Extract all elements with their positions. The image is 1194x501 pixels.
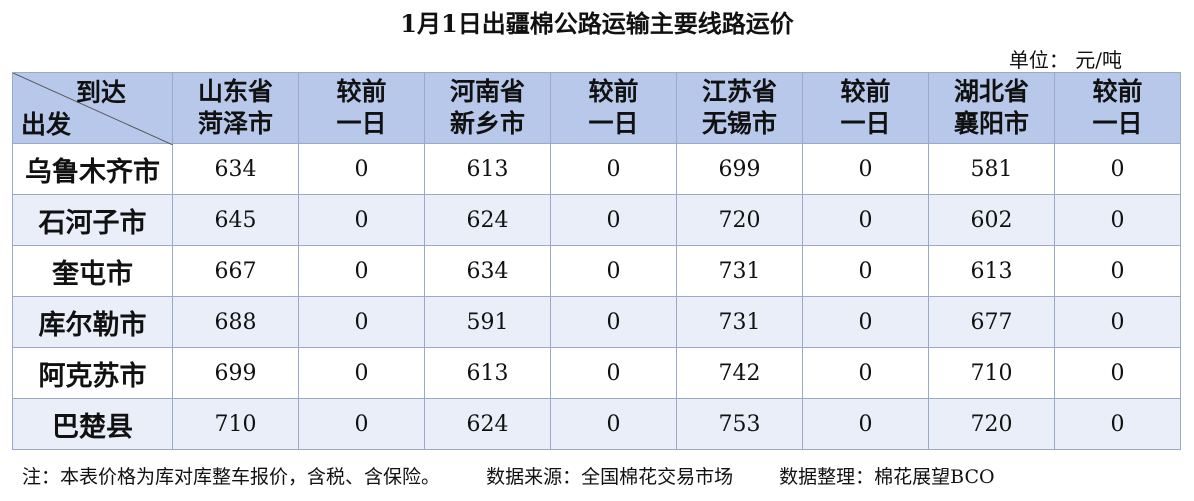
price-cell: 0 [550, 245, 677, 297]
price-table: 到达 出发 山东省 菏泽市 较前 一日 河南省 新乡市 较前 一日 江苏省 无锡市 较前 一日 湖北省襄… [12, 72, 1181, 450]
column-header-line: 山东省 [197, 77, 273, 106]
title: 1月1日出疆棉公路运输主要线路运价 [400, 9, 794, 38]
table-row: 奎屯市 667 0 634 0 731 0 613 0 [12, 245, 1181, 297]
price-cell: 699 [172, 347, 299, 399]
table-row: 乌鲁木齐市 634 0 613 0 699 0 581 0 [12, 143, 1181, 195]
price-cell: 624 [424, 398, 551, 450]
price-cell: 0 [298, 398, 425, 450]
column-header-line: 较前 [840, 77, 891, 106]
origin-cell: 乌鲁木齐市 [12, 143, 173, 195]
column-header: 较前 一日 [1054, 72, 1181, 144]
price-cell: 0 [802, 245, 929, 297]
price-cell: 602 [928, 194, 1055, 246]
price-cell: 0 [1054, 296, 1181, 348]
price-cell: 677 [928, 296, 1055, 348]
corner-bottom: 出发 [21, 110, 72, 139]
price-cell: 0 [802, 194, 929, 246]
column-header-line: 一日 [336, 109, 387, 138]
note: 注：本表价格为库对库整车报价，含税、含保险。 [22, 466, 441, 488]
price-cell: 613 [928, 245, 1055, 297]
price-cell: 0 [802, 296, 929, 348]
price-cell: 0 [550, 194, 677, 246]
price-cell: 0 [298, 296, 425, 348]
price-cell: 0 [1054, 347, 1181, 399]
price-cell: 613 [424, 347, 551, 399]
diagonal [13, 73, 173, 145]
price-cell: 731 [676, 245, 803, 297]
column-header-line: 菏泽市 [197, 109, 273, 138]
column-header: 湖北省 襄阳市 [928, 72, 1055, 144]
table-row: 库尔勒市 688 0 591 0 731 0 677 0 [12, 296, 1181, 348]
column-header-line: 河南省 [449, 77, 525, 106]
table-row: 石河子市 645 0 624 0 720 0 602 0 [12, 194, 1181, 246]
origin-cell: 阿克苏市 [12, 347, 173, 399]
price-cell: 720 [928, 398, 1055, 450]
price-cell: 0 [298, 347, 425, 399]
price-cell: 0 [298, 143, 425, 195]
column-header: 江苏省 无锡市 [676, 72, 803, 144]
origin-cell: 奎屯市 [12, 245, 173, 297]
column-header-line: 较前 [1092, 77, 1143, 106]
unit: 单位： 元/吨 [1008, 48, 1122, 72]
price-cell: 0 [802, 347, 929, 399]
footer: 注：本表价格为库对库整车报价，含税、含保险。 数据来源：全国棉花交易市场 数据整… [22, 462, 1035, 489]
price-cell: 688 [172, 296, 299, 348]
column-header-line: 襄阳市 [953, 109, 1029, 138]
price-cell: 0 [1054, 245, 1181, 297]
price-cell: 0 [298, 245, 425, 297]
origin-cell: 石河子市 [12, 194, 173, 246]
price-cell: 0 [802, 398, 929, 450]
price-cell: 699 [676, 143, 803, 195]
column-header-line: 一日 [1092, 109, 1143, 138]
origin-cell: 库尔勒市 [12, 296, 173, 348]
column-header: 较前 一日 [550, 72, 677, 144]
organizer: 数据整理：棉花展望BCO [779, 466, 995, 488]
price-cell: 581 [928, 143, 1055, 195]
price-cell: 0 [550, 398, 677, 450]
table-row: 巴楚县 710 0 624 0 753 0 720 0 [12, 398, 1181, 450]
price-cell: 731 [676, 296, 803, 348]
column-header-line: 一日 [588, 109, 639, 138]
price-cell: 710 [172, 398, 299, 450]
column-header: 山东省 菏泽市 [172, 72, 299, 144]
column-header: 河南省 新乡市 [424, 72, 551, 144]
column-header-line: 无锡市 [701, 109, 777, 138]
price-cell: 0 [1054, 398, 1181, 450]
table-row: 阿克苏市 699 0 613 0 742 0 710 0 [12, 347, 1181, 399]
corner-top: 到达 [75, 78, 126, 107]
price-cell: 753 [676, 398, 803, 450]
corner-cell: 到达 出发 [12, 72, 173, 145]
column-header-line: 江苏省 [701, 77, 777, 106]
column-header-line: 一日 [840, 109, 891, 138]
price-cell: 0 [1054, 194, 1181, 246]
price-cell: 720 [676, 194, 803, 246]
column-header-line: 湖北省 [953, 77, 1029, 106]
column-header-line: 新乡市 [449, 109, 525, 138]
price-cell: 0 [802, 143, 929, 195]
column-header: 较前 一日 [802, 72, 929, 144]
price-cell: 591 [424, 296, 551, 348]
price-cell: 645 [172, 194, 299, 246]
price-cell: 624 [424, 194, 551, 246]
column-header-line: 较前 [336, 77, 387, 106]
price-cell: 634 [172, 143, 299, 195]
price-cell: 742 [676, 347, 803, 399]
price-cell: 0 [298, 194, 425, 246]
column-header-line: 较前 [588, 77, 639, 106]
origin-cell: 巴楚县 [12, 398, 173, 450]
column-header: 较前 一日 [298, 72, 425, 144]
price-cell: 0 [1054, 143, 1181, 195]
price-cell: 0 [550, 143, 677, 195]
price-cell: 634 [424, 245, 551, 297]
price-cell: 0 [550, 347, 677, 399]
price-cell: 0 [550, 296, 677, 348]
price-cell: 710 [928, 347, 1055, 399]
source: 数据来源：全国棉花交易市场 [486, 466, 734, 488]
price-cell: 613 [424, 143, 551, 195]
price-cell: 667 [172, 245, 299, 297]
